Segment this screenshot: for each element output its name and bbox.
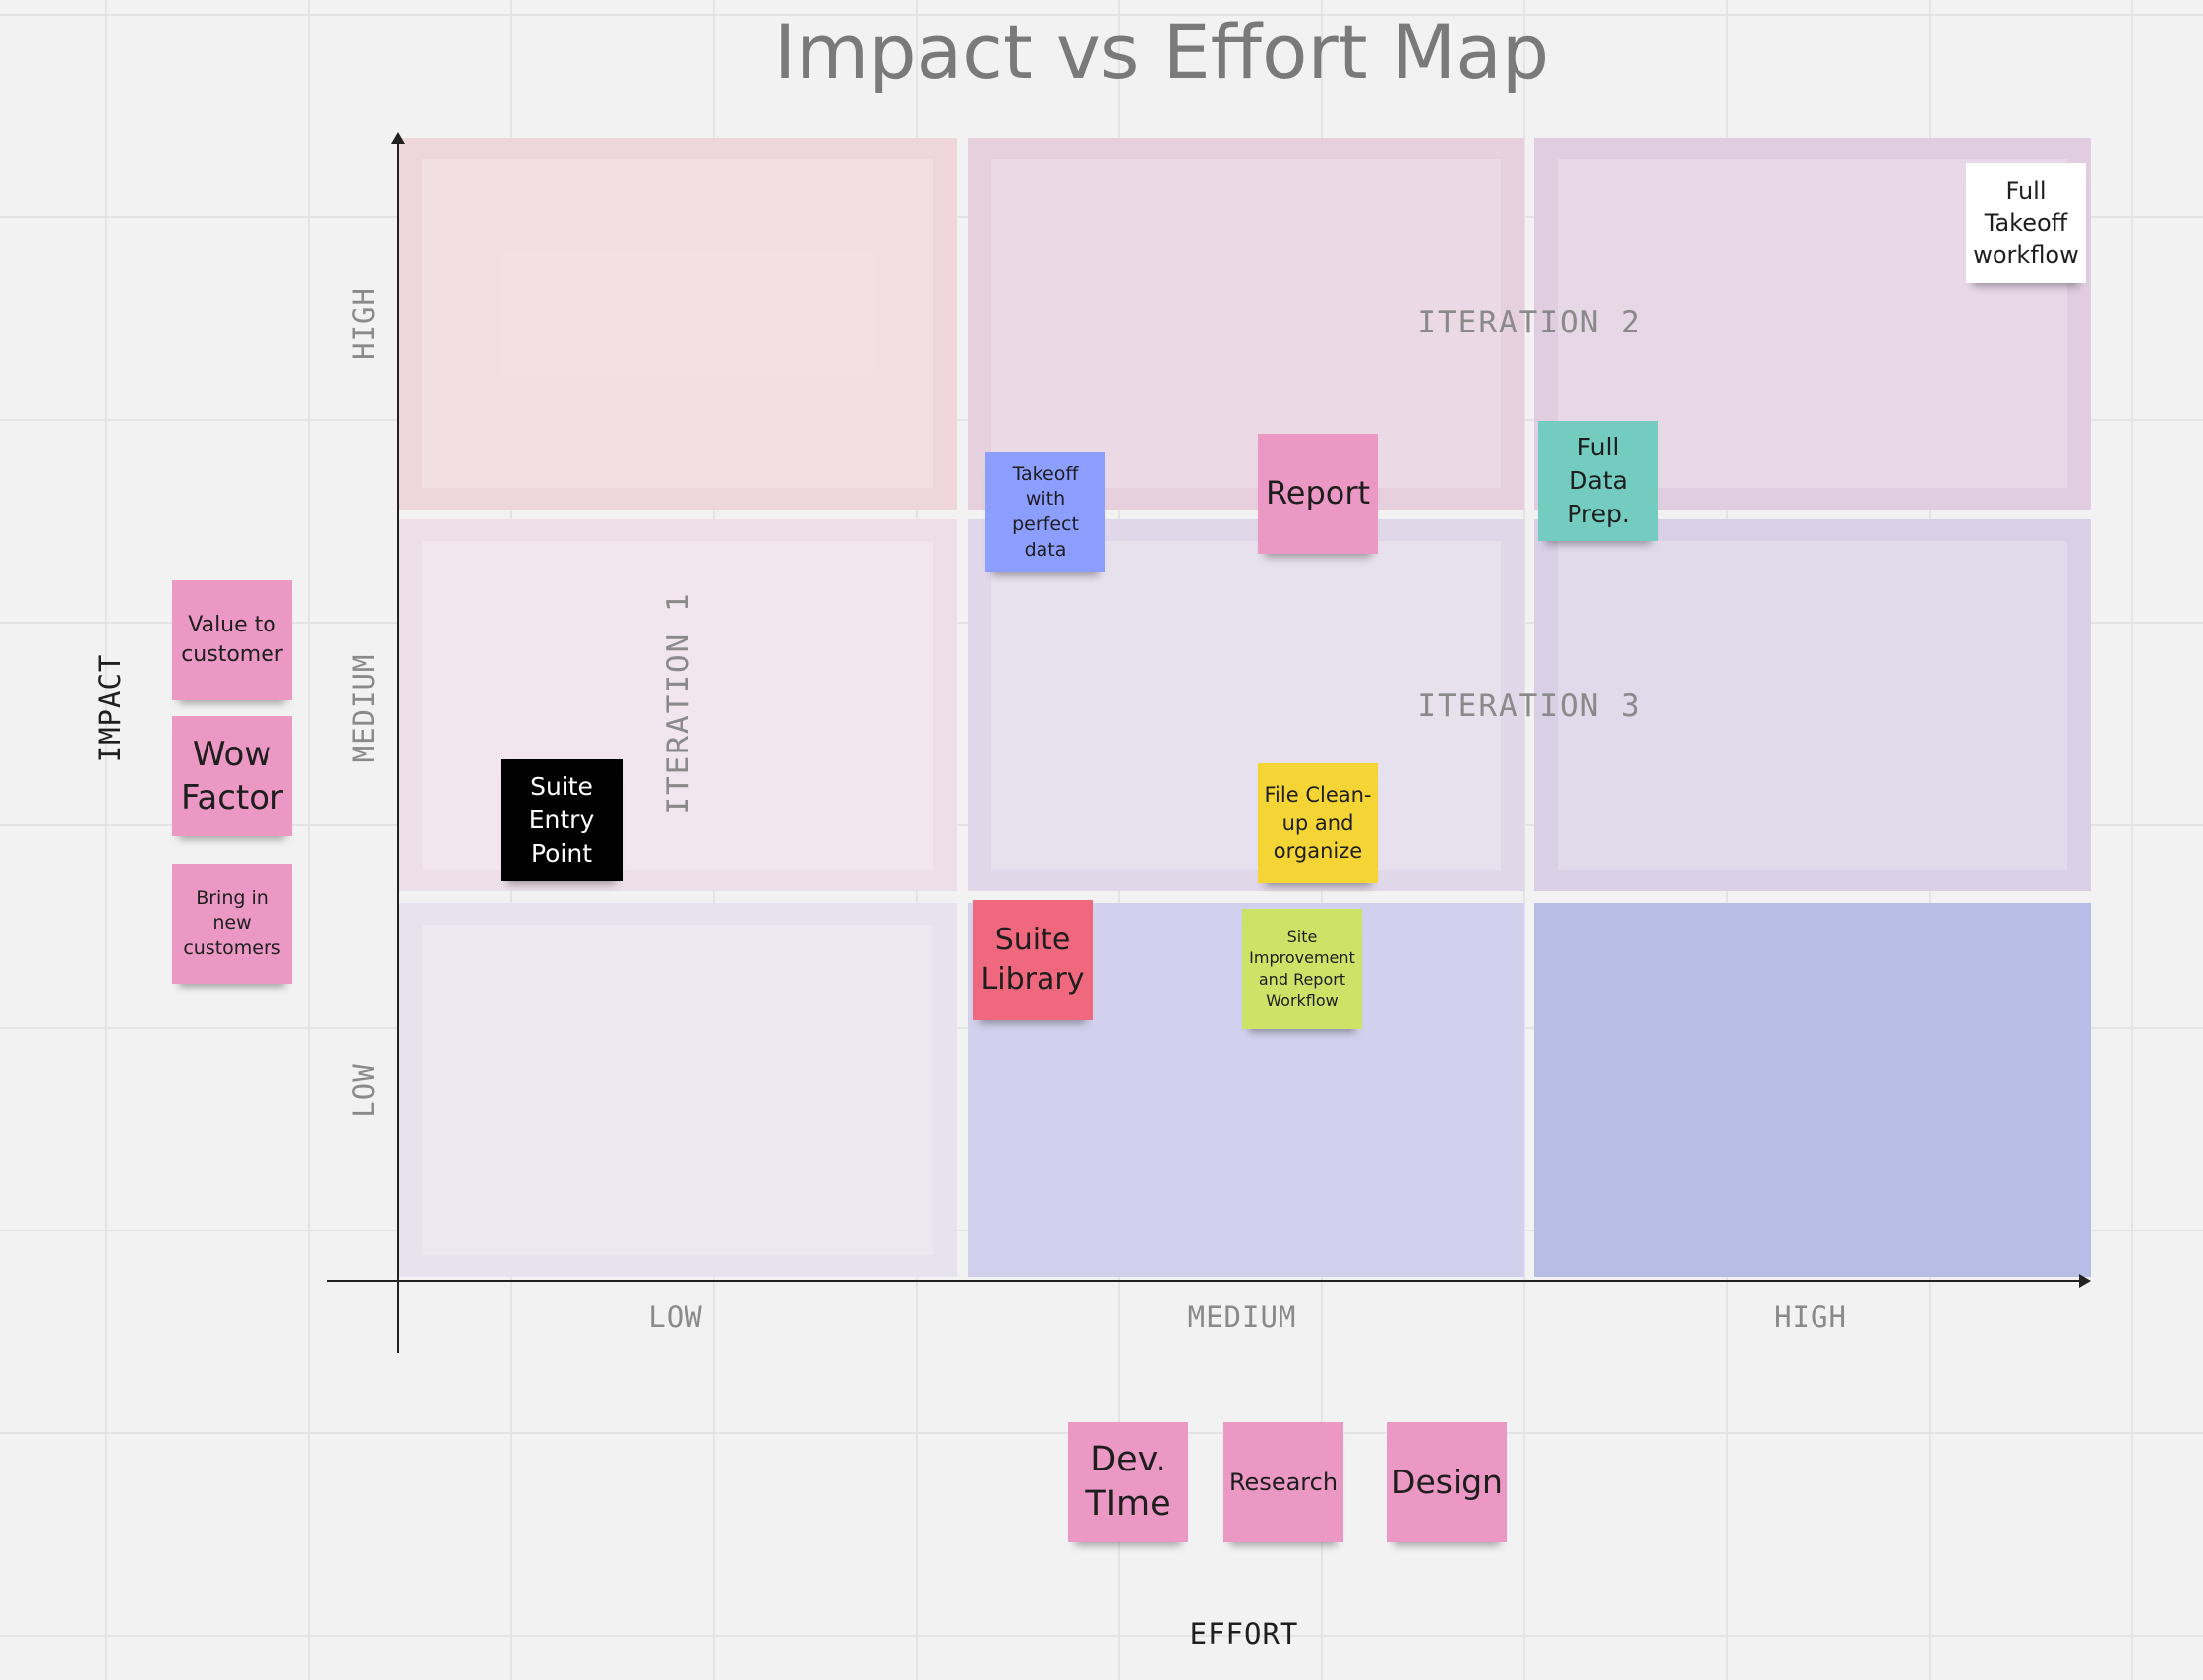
cell-medium-high (1534, 519, 2091, 891)
x-axis-line (327, 1280, 2085, 1282)
effort-note-research[interactable]: Research (1223, 1422, 1343, 1542)
page-title: Impact vs Effort Map (773, 8, 1550, 95)
note-site-improvement-and-report-workflow[interactable]: Site Improvement and Report Workflow (1242, 909, 1362, 1029)
x-level-medium: MEDIUM (1187, 1300, 1297, 1334)
cell-inner (991, 541, 1501, 870)
x-axis-title: EFFORT (1189, 1617, 1299, 1650)
x-axis-arrowhead (2079, 1274, 2091, 1288)
x-level-high: HIGH (1774, 1300, 1847, 1334)
note-takeoff-with-perfect-data[interactable]: Takeoff with perfect data (985, 452, 1105, 572)
cell-low-low (398, 903, 957, 1277)
iteration-1-label: ITERATION 1 (661, 591, 696, 815)
cell-inner (1558, 541, 2067, 870)
y-axis-line (397, 138, 399, 1353)
cell-inner (991, 159, 1501, 488)
note-report[interactable]: Report (1258, 434, 1378, 554)
note-suite-library[interactable]: Suite Library (973, 900, 1093, 1020)
y-level-medium: MEDIUM (347, 653, 381, 763)
impact-note-value-to-customer[interactable]: Value to customer (172, 580, 292, 700)
impact-note-bring-in-new-customers[interactable]: Bring in new customers (172, 864, 292, 984)
note-file-cleanup-and-organize[interactable]: File Clean-up and organize (1258, 763, 1378, 883)
effort-note-dev-time[interactable]: Dev. TIme (1068, 1422, 1188, 1542)
iteration-3-label: ITERATION 3 (1417, 689, 1641, 724)
cell-inner (422, 159, 933, 488)
cell-high-medium (968, 138, 1524, 510)
y-level-low: LOW (347, 1063, 381, 1118)
effort-note-design[interactable]: Design (1387, 1422, 1507, 1542)
cell-low-high (1534, 903, 2091, 1277)
y-axis-arrowhead (391, 132, 405, 144)
note-full-takeoff-workflow[interactable]: Full Takeoff workflow (1966, 163, 2086, 283)
y-level-high: HIGH (347, 287, 381, 360)
y-axis-title: IMPACT (93, 653, 127, 763)
note-full-data-prep[interactable]: Full Data Prep. (1538, 421, 1658, 541)
cell-inner (422, 925, 933, 1255)
iteration-2-label: ITERATION 2 (1417, 305, 1641, 340)
cell-medium-medium (968, 519, 1524, 891)
cell-high-low (398, 138, 957, 510)
note-suite-entry-point[interactable]: Suite Entry Point (501, 759, 623, 881)
x-level-low: LOW (648, 1300, 703, 1334)
impact-note-wow-factor[interactable]: Wow Factor (172, 716, 292, 836)
